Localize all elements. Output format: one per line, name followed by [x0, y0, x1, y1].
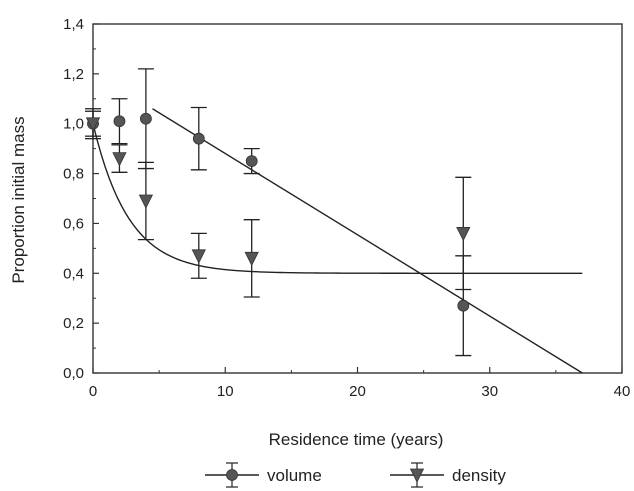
y-axis: 0,0 0,2 0,4 0,6 0,8 1,0 1,2 1,4 — [63, 16, 99, 382]
point-density — [191, 249, 206, 264]
y-tick-label: 1,4 — [63, 16, 84, 33]
plot-area — [92, 23, 623, 374]
point-volume — [245, 155, 258, 168]
x-tick-label: 30 — [481, 383, 498, 400]
point-volume — [457, 299, 470, 312]
point-density — [138, 194, 154, 209]
y-tick-label: 0,6 — [63, 215, 84, 232]
legend-item-density: density — [390, 462, 506, 488]
y-tick-label: 0,8 — [63, 166, 84, 183]
legend-label: volume — [267, 466, 322, 485]
fit-line-density — [92, 123, 583, 274]
x-axis-title: Residence time (years) — [269, 430, 444, 449]
legend-item-volume: volume — [205, 462, 322, 488]
point-volume — [113, 115, 126, 128]
point-density — [112, 152, 127, 167]
data-marks — [85, 68, 472, 357]
series-volume — [85, 68, 472, 357]
legend-marker — [226, 469, 238, 481]
y-tick-label: 0,4 — [63, 265, 84, 282]
x-tick-label: 10 — [217, 383, 234, 400]
legend-label: density — [452, 466, 506, 485]
y-axis-title: Proportion initial mass — [9, 116, 28, 283]
x-tick-label: 0 — [89, 383, 97, 400]
series-density — [85, 108, 472, 298]
point-volume — [139, 112, 152, 125]
x-tick-label: 40 — [614, 383, 631, 400]
point-density — [456, 226, 471, 242]
fit-line-volume — [152, 108, 583, 374]
plot-frame — [92, 23, 623, 374]
legend-marker — [409, 468, 425, 483]
point-density — [244, 251, 259, 267]
y-tick-label: 1,2 — [63, 66, 84, 83]
fit-lines — [92, 108, 583, 374]
y-tick-label: 0,2 — [63, 315, 84, 332]
point-density — [85, 117, 101, 132]
y-tick-label: 0,0 — [63, 365, 84, 382]
x-axis: 0 10 20 30 40 — [89, 367, 631, 400]
y-tick-label: 1,0 — [63, 116, 84, 133]
x-tick-label: 20 — [349, 383, 366, 400]
legend: volume density — [205, 462, 506, 488]
point-volume — [192, 132, 205, 145]
